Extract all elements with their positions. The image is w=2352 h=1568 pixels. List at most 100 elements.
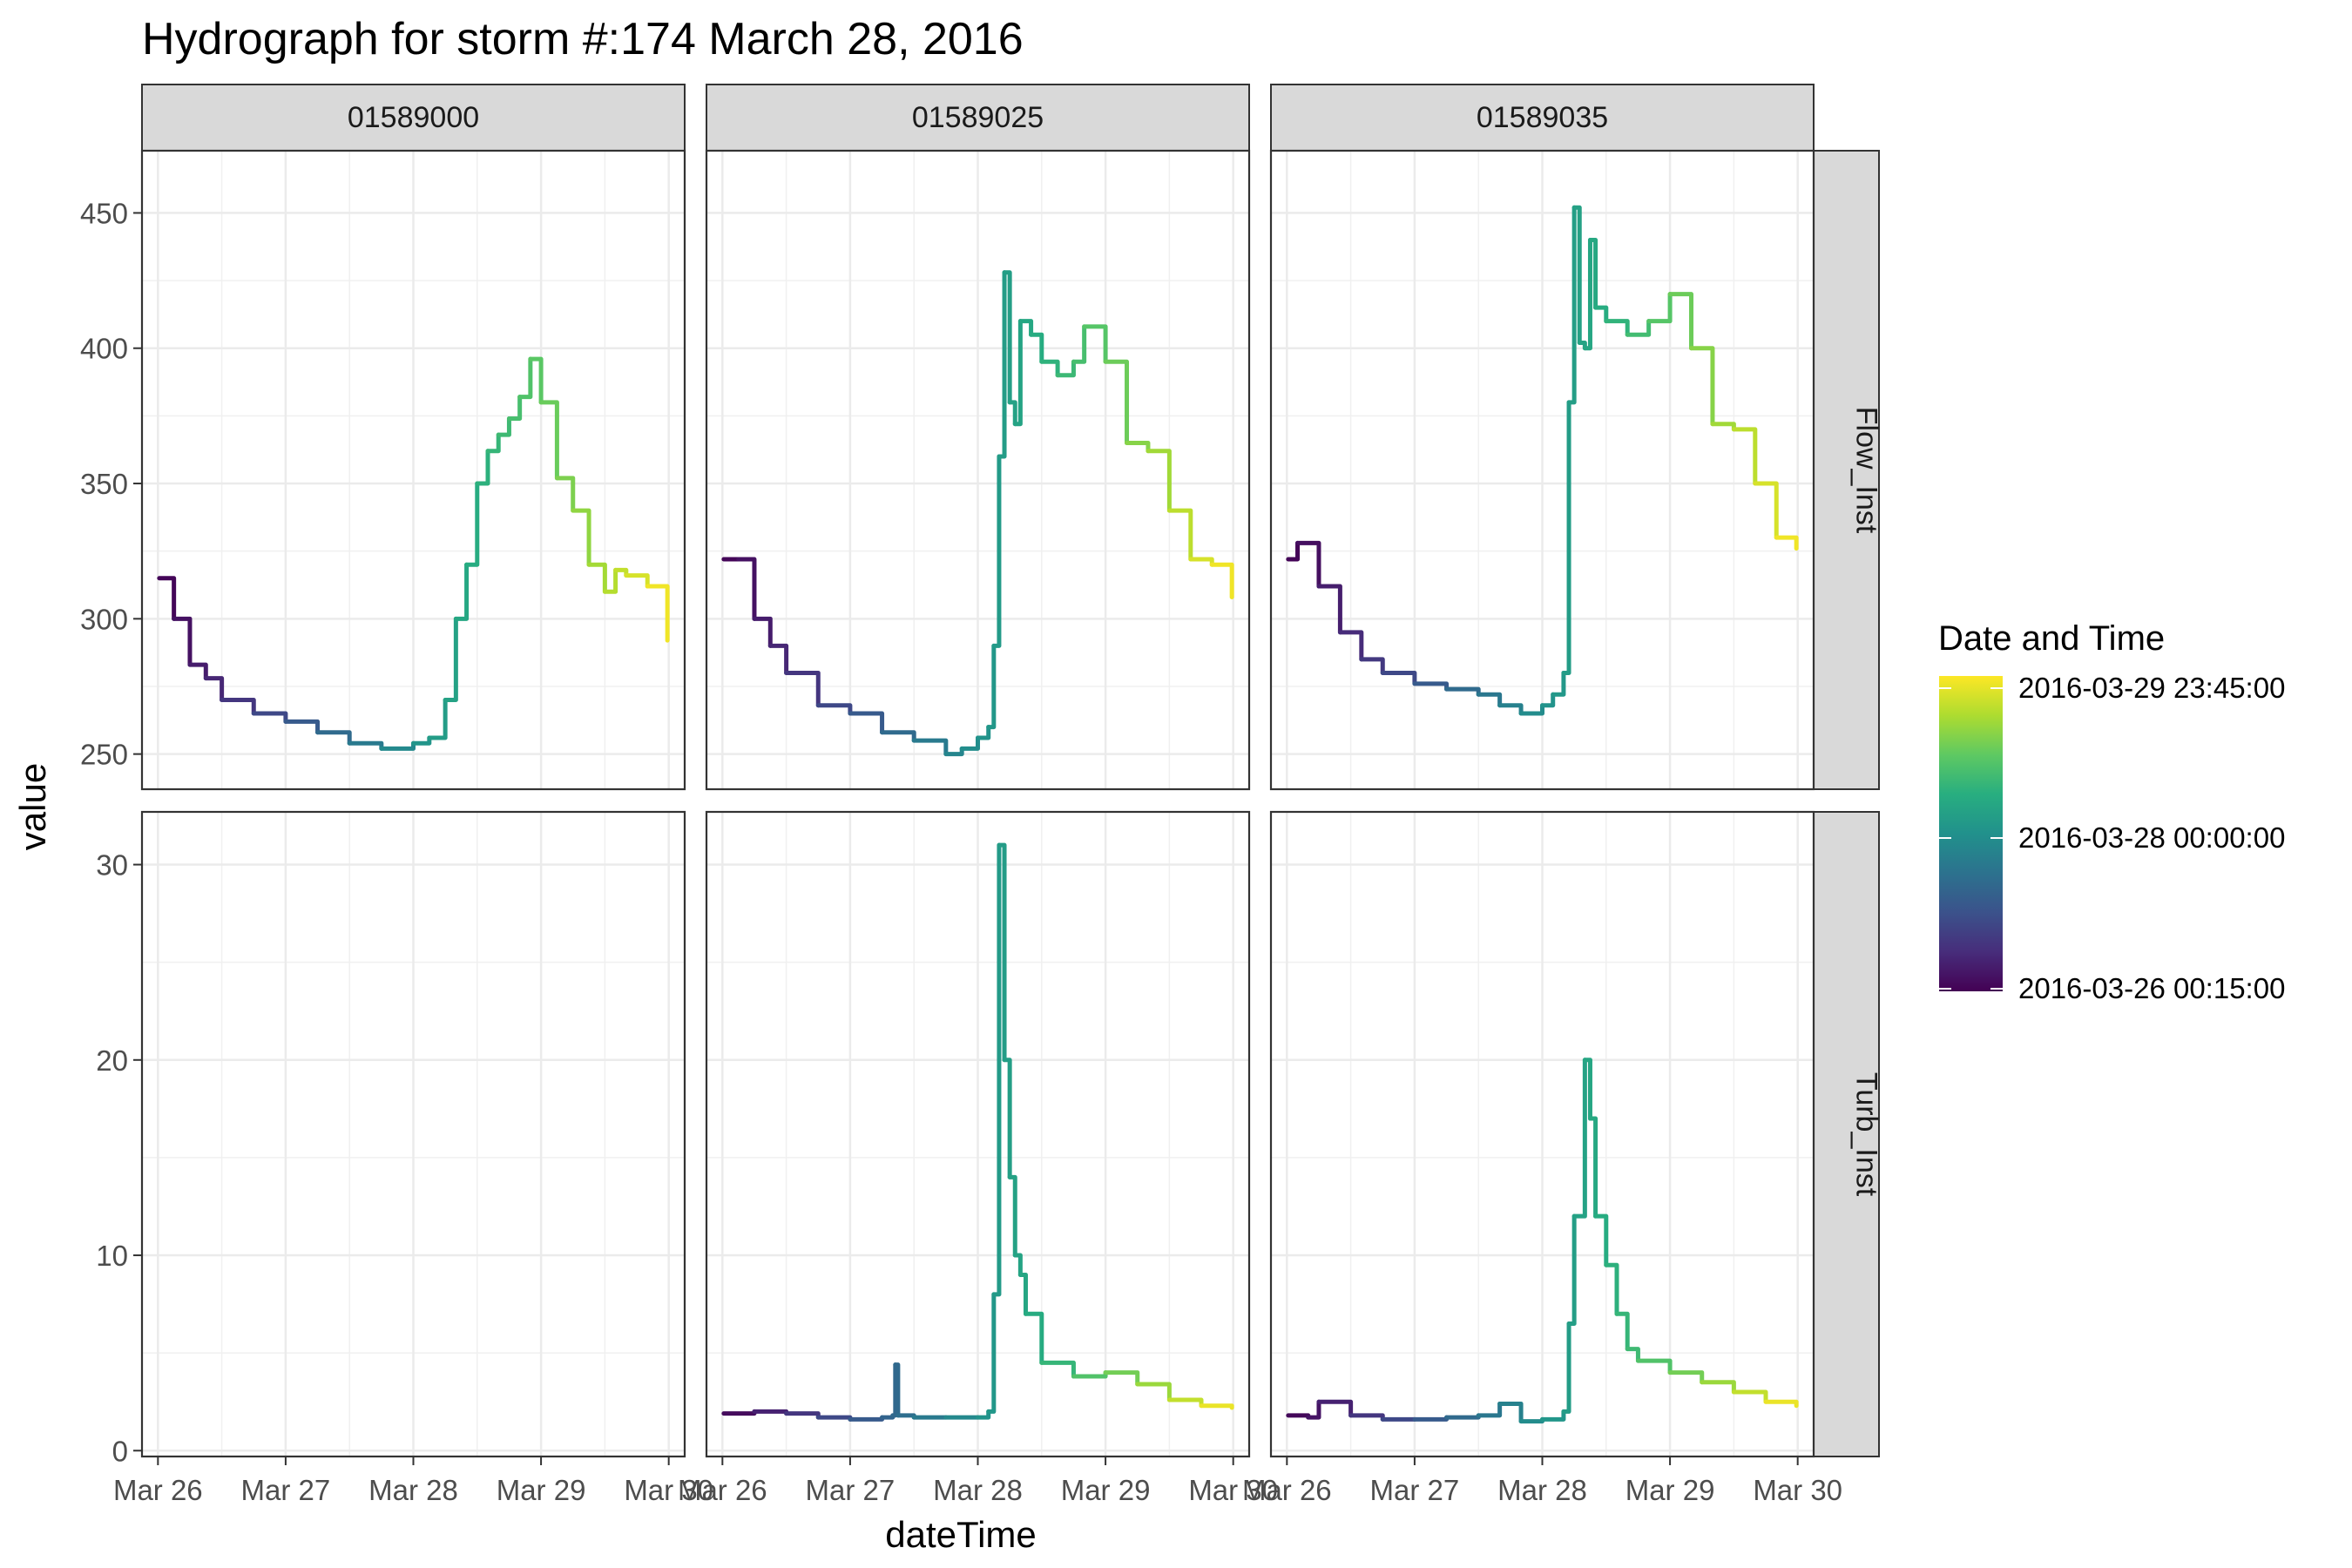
- series-segment: [1635, 1358, 1673, 1375]
- facet-panels: 01589000 01589025 01589035 Flow_Inst Turb_In…: [80, 84, 1883, 1506]
- series-segment: [991, 454, 1002, 648]
- x-tick-label: Mar 29: [1625, 1474, 1715, 1506]
- series-segment: [1763, 1399, 1799, 1409]
- y-tick-label: 450: [80, 197, 128, 229]
- series-segment: [1625, 1347, 1640, 1363]
- facet-strip-label: 01589000: [348, 101, 479, 134]
- series-segment: [315, 730, 352, 746]
- x-tick-label: Mar 27: [1370, 1474, 1460, 1506]
- series-segment: [475, 449, 490, 486]
- series-segment: [1002, 1058, 1012, 1179]
- x-axis-title: dateTime: [885, 1514, 1037, 1555]
- series-segment: [1039, 359, 1060, 378]
- x-tick-label: Mar 30: [1753, 1474, 1842, 1506]
- x-tick-label: Mar 26: [678, 1474, 767, 1506]
- series-01589000-Flow_Inst: [157, 356, 670, 751]
- series-segment: [1566, 205, 1577, 405]
- series-segment: [1166, 508, 1193, 562]
- series-segment: [1593, 1213, 1609, 1267]
- series-segment: [1295, 540, 1321, 589]
- series-segment: [1306, 1399, 1321, 1420]
- series-segment: [1286, 1413, 1311, 1420]
- x-tick-label: Mar 27: [806, 1474, 896, 1506]
- panel-01589025-Turb_Inst: Mar 26 Mar 27 Mar 28 Mar 29 Mar 30: [678, 810, 1278, 1506]
- series-segment: [220, 698, 256, 716]
- series-segment: [1667, 1370, 1705, 1385]
- series-segment: [1002, 270, 1012, 405]
- series-01589025-Turb_Inst: [721, 842, 1234, 1422]
- y-tick-label: 350: [80, 468, 128, 500]
- series-segment: [554, 476, 576, 513]
- legend-label: 2016-03-26 00:15:00: [2018, 972, 2285, 1004]
- legend-title: Date and Time: [1938, 619, 2165, 658]
- series-segment: [1012, 319, 1023, 427]
- series-segment: [848, 1415, 885, 1422]
- facet-strip-01589000: [141, 84, 686, 152]
- panel-01589000-Flow_Inst: 250 300 350 400 450: [80, 149, 686, 791]
- series-segment: [1582, 237, 1592, 351]
- series-segment: [506, 395, 523, 421]
- series-segment: [1412, 1415, 1450, 1422]
- legend-label: 2016-03-28 00:00:00: [2018, 821, 2285, 854]
- panel-border: [140, 149, 686, 791]
- y-tick-label: 400: [80, 333, 128, 365]
- series-segment: [880, 730, 916, 743]
- series-segment: [1518, 703, 1544, 716]
- series-segment: [1561, 400, 1571, 675]
- legend-labels: 2016-03-29 23:45:00 2016-03-28 00:00:00 20…: [1939, 672, 2285, 1004]
- series-segment: [752, 1409, 789, 1416]
- series-segment: [1774, 535, 1799, 551]
- x-tick-label: Mar 28: [1497, 1474, 1587, 1506]
- x-tick-label: Mar 30: [1188, 1474, 1278, 1506]
- series-segment: [1571, 1058, 1587, 1219]
- series-segment: [453, 562, 470, 621]
- series-segment: [1593, 305, 1609, 324]
- series-segment: [848, 711, 885, 735]
- series-segment: [443, 616, 458, 703]
- x-tick-label: Mar 29: [1061, 1474, 1151, 1506]
- series-segment: [784, 670, 821, 708]
- facet-strip-label: Turb_Inst: [1850, 1072, 1883, 1197]
- x-tick-label: Mar 28: [368, 1474, 458, 1506]
- series-segment: [986, 643, 997, 730]
- series-segment: [997, 270, 1007, 459]
- series-segment: [991, 842, 1002, 1297]
- panel-border: [705, 149, 1251, 791]
- series-segment: [1646, 292, 1673, 324]
- series-01589035-Turb_Inst: [1286, 1058, 1799, 1424]
- series-segment: [1444, 1413, 1481, 1420]
- series-segment: [496, 416, 511, 437]
- series-segment: [997, 842, 1007, 1063]
- series-segment: [1476, 692, 1503, 708]
- x-tick-label: Mar 27: [241, 1474, 331, 1506]
- series-segment: [1286, 540, 1301, 562]
- x-tick-label: Mar 28: [933, 1474, 1023, 1506]
- series-segment: [1625, 319, 1652, 337]
- legend-colorbar: [1939, 676, 2003, 991]
- series-segment: [1125, 440, 1151, 454]
- series-segment: [427, 698, 448, 740]
- series-segment: [1017, 1272, 1028, 1316]
- series-segment: [815, 703, 853, 716]
- y-tick-label: 20: [96, 1044, 128, 1077]
- chart-title: Hydrograph for storm #:174 March 28, 201…: [142, 14, 1024, 64]
- series-segment: [893, 1362, 901, 1418]
- series-segment: [1017, 319, 1034, 337]
- series-segment: [1135, 1382, 1172, 1402]
- panel-01589000-Turb_Inst: 0 10 20 30 Mar 26 Mar 27 Mar 28 Mar 29 Mar 30: [96, 810, 713, 1506]
- series-segment: [1587, 237, 1598, 310]
- series-segment: [986, 1292, 997, 1414]
- y-tick-label: 30: [96, 849, 128, 882]
- series-segment: [645, 584, 670, 643]
- series-segment: [736, 557, 757, 621]
- series-segment: [1103, 1370, 1140, 1387]
- series-segment: [815, 1415, 853, 1422]
- series-segment: [1316, 1399, 1354, 1418]
- panel-01589035-Flow_Inst: [1269, 149, 1815, 791]
- series-segment: [602, 567, 618, 594]
- x-tick-label: Mar 26: [113, 1474, 203, 1506]
- y-tick-label: 300: [80, 603, 128, 635]
- series-segment: [1700, 1380, 1736, 1395]
- series-segment: [1359, 657, 1385, 675]
- series-segment: [517, 356, 533, 400]
